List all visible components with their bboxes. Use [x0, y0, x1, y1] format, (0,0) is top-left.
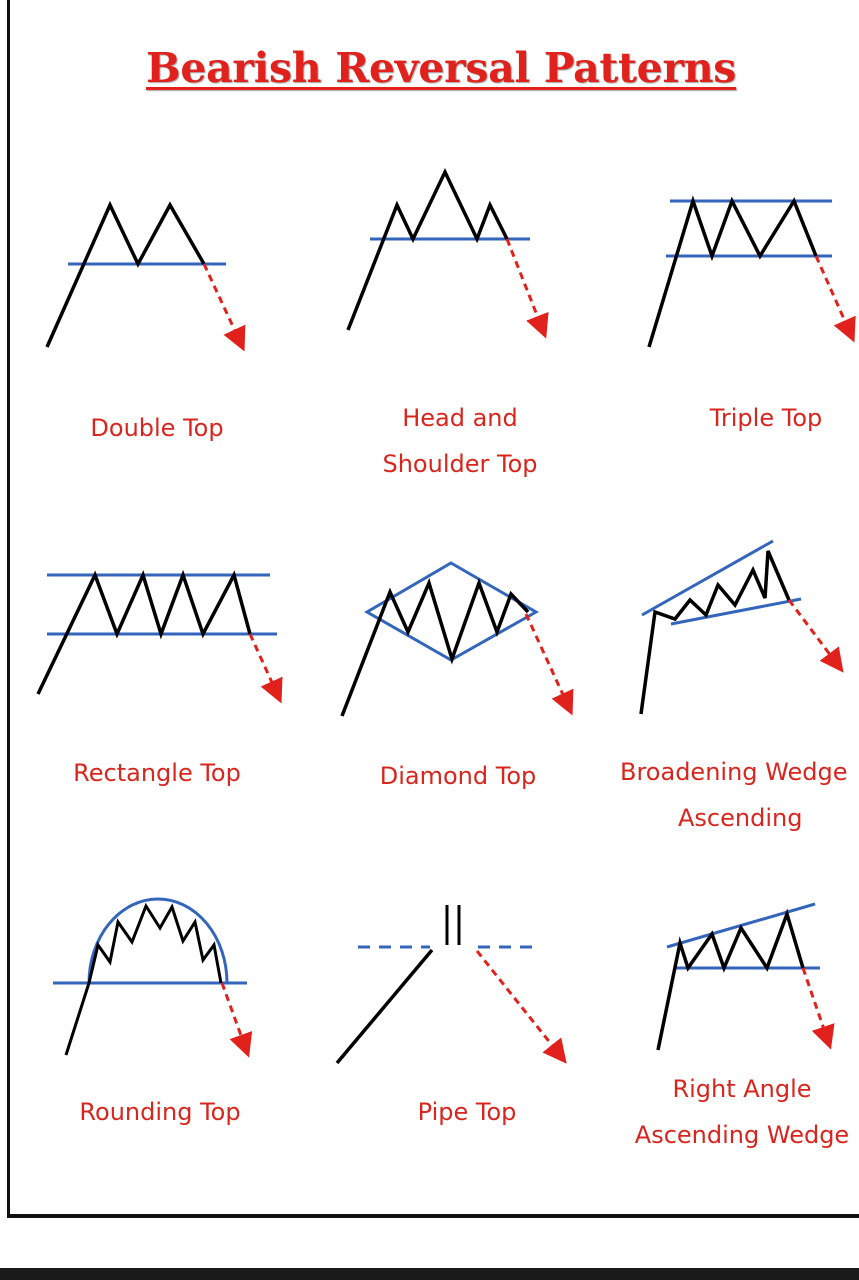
lower-trend-line [670, 597, 802, 626]
price-line [656, 908, 805, 1051]
breakdown-arrow [524, 613, 574, 716]
price-line [647, 195, 818, 348]
diamond-top-pattern [340, 561, 574, 717]
rectangle-top-pattern [36, 569, 283, 704]
label-double-top: Double Top [90, 414, 224, 442]
right-angle-ascending-wedge-pattern [656, 902, 835, 1051]
breakdown-arrow [787, 599, 844, 673]
page-title: Bearish Reversal Patterns [146, 44, 737, 92]
label-diamond-top: Diamond Top [379, 762, 537, 790]
price-line [335, 948, 434, 1065]
price-line [639, 550, 791, 715]
breakdown-arrow [202, 263, 246, 352]
breakdown-arrow [248, 633, 283, 704]
breakdown-arrow [505, 238, 549, 339]
pipe-top-pattern [335, 905, 567, 1065]
page-frame [7, 0, 859, 1218]
label-triple-top: Triple Top [709, 404, 823, 432]
breakdown-arrow [814, 255, 856, 343]
label-head-and-shoulder-top: Head and Shoulder Top [382, 404, 538, 478]
breakdown-arrow [475, 950, 567, 1064]
rounding-top-pattern [53, 897, 253, 1058]
price-line [36, 569, 252, 695]
triple-top-pattern [647, 195, 856, 348]
label-broadening-wedge-ascending: Broadening Wedge Ascending [620, 758, 848, 832]
upper-trend-line [641, 539, 774, 617]
price-line [64, 902, 223, 1056]
label-right-angle-ascending-wedge: Right Angle Ascending Wedge [634, 1075, 850, 1149]
broadening-wedge-ascending-pattern [639, 539, 844, 715]
label-pipe-top: Pipe Top [417, 1098, 517, 1126]
label-rounding-top: Rounding Top [79, 1098, 241, 1126]
price-line [45, 200, 206, 348]
double-top-pattern [45, 200, 246, 352]
diamond-outline [364, 561, 540, 662]
head-and-shoulder-top-pattern [346, 167, 549, 339]
breakdown-arrow [801, 967, 835, 1050]
bottom-bar [0, 1268, 859, 1280]
rounding-arc [87, 897, 229, 984]
label-rectangle-top: Rectangle Top [73, 759, 241, 787]
price-line [346, 167, 509, 331]
breakdown-arrow [220, 982, 253, 1058]
price-line [340, 577, 530, 717]
